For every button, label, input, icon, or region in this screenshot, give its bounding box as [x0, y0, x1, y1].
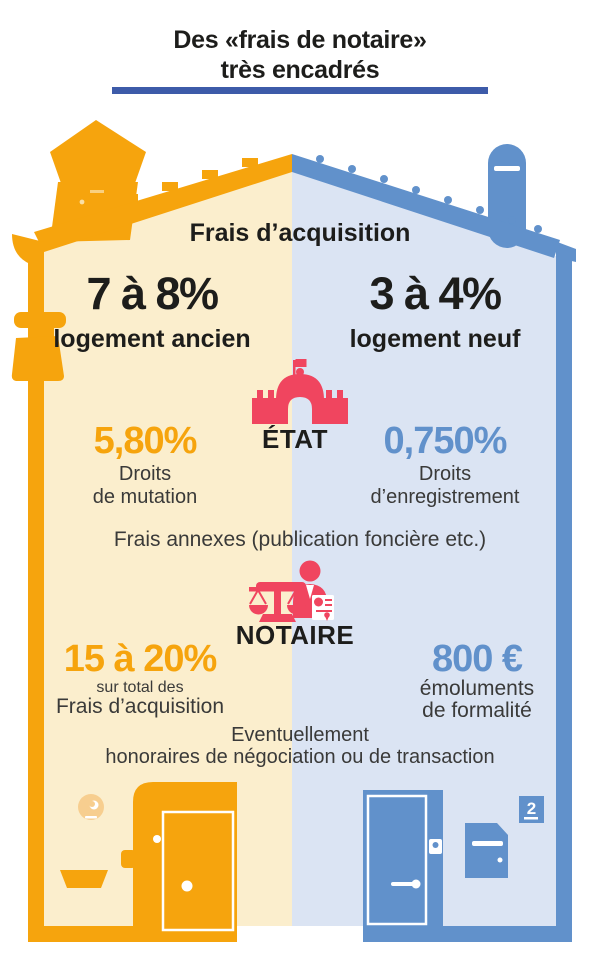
neuf-state-line1: Droits [418, 463, 472, 485]
ancien-rate-label: logement ancien [53, 325, 251, 353]
right-wall [556, 250, 572, 942]
title-underline [112, 87, 488, 94]
notaire-scales-icon [249, 560, 334, 622]
neuf-notaire-value: 800 € [431, 638, 523, 680]
new-door-icon [363, 790, 443, 942]
notaire-label: NOTAIRE [235, 620, 355, 650]
page-title-line1: Des «frais de notaire» [173, 26, 427, 54]
ancien-state-line2: de mutation [92, 486, 198, 508]
neuf-rate: 3 à 4% [369, 268, 502, 319]
ancien-notaire-line1: sur total des [96, 679, 184, 696]
neuf-notaire-line2: de formalité [422, 699, 532, 722]
ancien-notaire-value: 15 à 20% [63, 638, 218, 680]
street-lamp-icon [11, 312, 66, 381]
mailbox-icon [465, 823, 508, 878]
acquisition-header: Frais d’acquisition [189, 219, 411, 247]
eventuellement-line2: honoraires de négociation ou de transact… [105, 746, 495, 768]
etat-label: ÉTAT [261, 424, 329, 454]
eventuellement-line1: Eventuellement [231, 724, 369, 746]
ancien-rate: 7 à 8% [86, 268, 219, 319]
page-title-line2: très encadrés [220, 56, 380, 84]
ancien-notaire-line2: Frais d’acquisition [55, 695, 225, 718]
ancien-state-line1: Droits [118, 463, 172, 485]
bell-medallion-icon [78, 794, 104, 820]
old-door-icon [121, 782, 237, 942]
neuf-notaire-line1: émoluments [419, 677, 535, 700]
house-number-text: 2 [526, 799, 537, 818]
etat-castle-icon [252, 359, 348, 424]
ancien-state-value: 5,80% [93, 420, 198, 462]
neuf-state-value: 0,750% [383, 420, 508, 462]
house-right-interior [292, 170, 556, 926]
planter-icon [60, 870, 108, 888]
house-left-interior [44, 170, 292, 926]
left-wall [28, 242, 44, 942]
house-number-underline [524, 817, 538, 820]
frais-annexes-note: Frais annexes (publication foncière etc.… [113, 528, 487, 551]
neuf-state-line2: d’enregistrement [370, 486, 520, 508]
neuf-rate-label: logement neuf [349, 325, 521, 353]
